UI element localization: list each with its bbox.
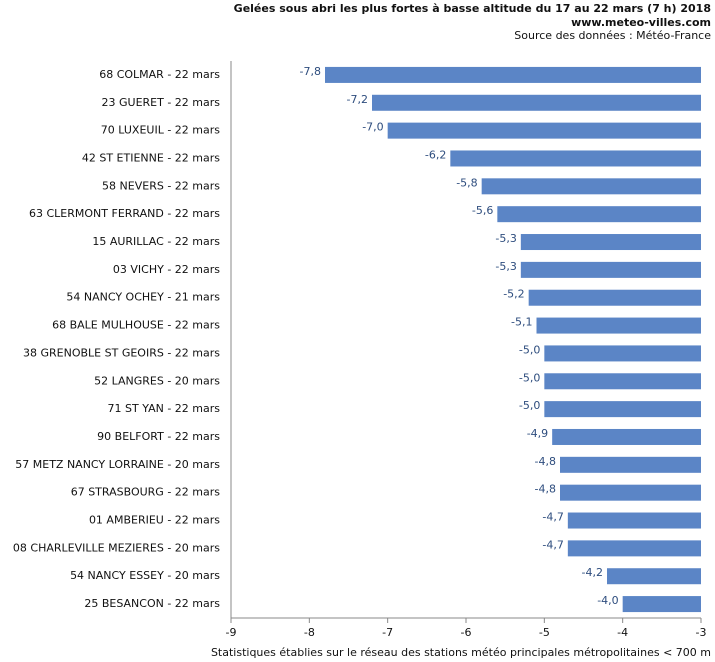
y-tick-label: 67 STRASBOURG - 22 mars [71, 486, 221, 499]
value-label: -5,0 [519, 343, 540, 356]
y-tick-label: 71 ST YAN - 22 mars [108, 402, 221, 415]
y-tick-label: 01 AMBERIEU - 22 mars [89, 514, 220, 527]
y-tick-label: 68 COLMAR - 22 mars [99, 68, 220, 81]
value-label: -4,9 [527, 427, 548, 440]
y-tick-label: 54 NANCY ESSEY - 20 mars [70, 569, 220, 582]
y-tick-label: 42 ST ETIENNE - 22 mars [82, 151, 220, 164]
bar [622, 596, 701, 613]
y-tick-label: 08 CHARLEVILLE MEZIERES - 20 mars [13, 541, 220, 554]
value-label: -4,8 [535, 455, 556, 468]
x-tick-label: -8 [304, 626, 315, 639]
value-label: -4,7 [542, 538, 563, 551]
y-tick-label: 52 LANGRES - 20 mars [94, 374, 220, 387]
chart-subtitle: www.meteo-villes.com [571, 16, 711, 29]
value-label: -4,2 [582, 566, 603, 579]
y-tick-label: 63 CLERMONT FERRAND - 22 mars [29, 207, 220, 220]
footnote: Statistiques établies sur le réseau des … [211, 646, 711, 659]
y-tick-label: 90 BELFORT - 22 mars [97, 430, 220, 443]
bar [544, 345, 701, 362]
bar [552, 428, 701, 445]
y-tick-label: 68 BALE MULHOUSE - 22 mars [52, 319, 220, 332]
value-label: -5,2 [503, 288, 524, 301]
x-tick-label: -3 [696, 626, 707, 639]
bar [497, 206, 701, 223]
bar [560, 484, 701, 501]
y-tick-label: 15 AURILLAC - 22 mars [92, 235, 220, 248]
value-label: -4,8 [535, 483, 556, 496]
y-tick-label: 57 METZ NANCY LORRAINE - 20 mars [15, 458, 220, 471]
x-tick-label: -6 [461, 626, 472, 639]
x-tick-label: -5 [539, 626, 550, 639]
value-label: -5,3 [495, 260, 516, 273]
y-tick-label: 58 NEVERS - 22 mars [102, 179, 220, 192]
bar [325, 66, 701, 83]
bar [544, 373, 701, 390]
value-label: -7,0 [362, 121, 383, 134]
bar [528, 289, 701, 306]
bar [387, 122, 701, 139]
y-tick-label: 23 GUERET - 22 mars [102, 96, 221, 109]
value-label: -5,0 [519, 371, 540, 384]
value-label: -4,7 [542, 511, 563, 524]
bar [536, 317, 701, 334]
bar [567, 512, 701, 529]
bar [481, 178, 701, 195]
x-tick-label: -7 [382, 626, 393, 639]
bar [560, 456, 701, 473]
value-label: -5,6 [472, 204, 493, 217]
value-label: -5,0 [519, 399, 540, 412]
bar [520, 261, 701, 278]
value-label: -7,8 [300, 65, 321, 78]
value-label: -5,1 [511, 316, 532, 329]
y-tick-label: 25 BESANCON - 22 mars [84, 597, 220, 610]
bar [544, 401, 701, 418]
bar [567, 540, 701, 557]
y-tick-label: 70 LUXEUIL - 22 mars [101, 124, 220, 137]
y-tick-label: 38 GRENOBLE ST GEOIRS - 22 mars [23, 346, 220, 359]
value-label: -7,2 [347, 93, 368, 106]
value-label: -5,3 [495, 232, 516, 245]
chart-title: Gelées sous abri les plus fortes à basse… [234, 2, 711, 15]
y-tick-label: 03 VICHY - 22 mars [113, 263, 220, 276]
bar [450, 150, 701, 167]
bar [520, 234, 701, 251]
chart-source: Source des données : Météo-France [514, 29, 711, 42]
x-tick-label: -4 [617, 626, 628, 639]
value-label: -4,0 [597, 594, 618, 607]
bar [372, 94, 701, 111]
value-label: -6,2 [425, 148, 446, 161]
bar [607, 568, 701, 585]
y-tick-label: 54 NANCY OCHEY - 21 mars [66, 291, 220, 304]
x-tick-label: -9 [226, 626, 237, 639]
value-label: -5,8 [456, 176, 477, 189]
